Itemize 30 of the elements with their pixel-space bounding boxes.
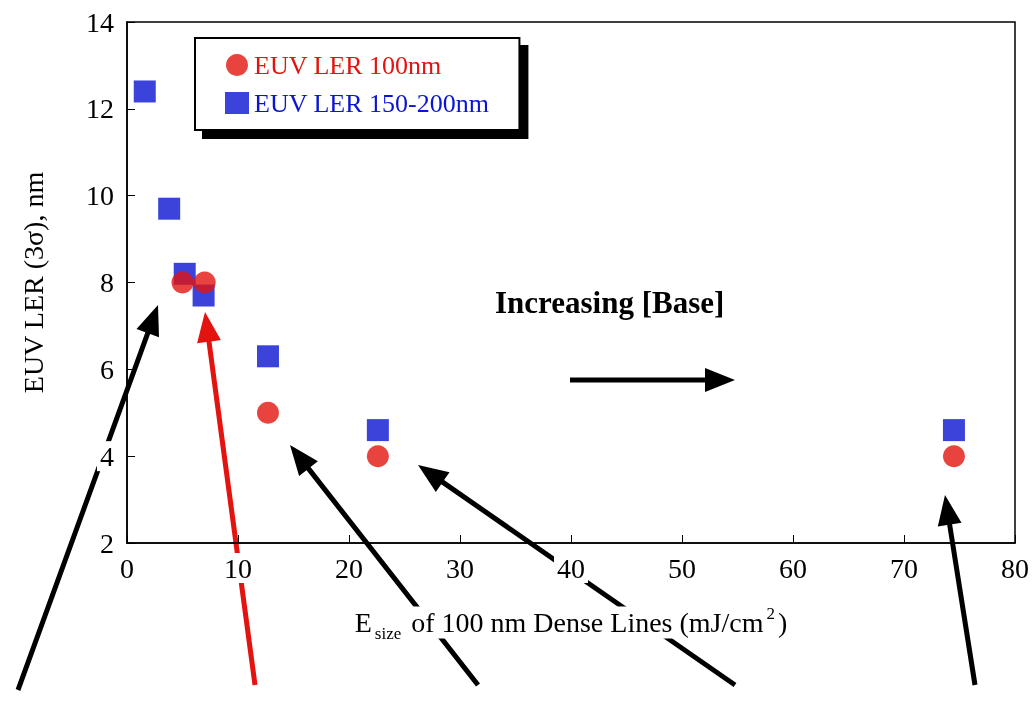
annotation: Increasing [Base] [495, 285, 725, 320]
legend-label: EUV LER 150-200nm [254, 88, 489, 118]
point [256, 401, 279, 424]
y-tick-label: 10 [86, 180, 114, 212]
point [942, 445, 965, 468]
x-tick-label: 80 [1001, 552, 1029, 584]
y-axis-title: EUV LER (3σ), nm [17, 171, 49, 394]
x-tick-label: 10 [224, 552, 252, 584]
x-tick-label: 50 [668, 552, 696, 584]
x-tick-label: 70 [890, 552, 918, 584]
point [256, 345, 279, 368]
point [158, 197, 181, 220]
point [133, 80, 156, 103]
x-tick-label: 20 [335, 552, 363, 584]
point [193, 271, 216, 294]
point [942, 419, 965, 442]
x-tick-label: 0 [120, 552, 134, 584]
x-tick-label: 60 [779, 552, 807, 584]
x-tick-label: 40 [557, 552, 585, 584]
point [171, 271, 194, 294]
point [366, 419, 389, 442]
y-tick-label: 2 [100, 527, 114, 559]
y-tick-label: 14 [86, 6, 114, 38]
point [366, 445, 389, 468]
y-tick-label: 8 [100, 267, 114, 298]
y-tick-label: 4 [100, 440, 114, 472]
x-tick-label: 30 [446, 552, 474, 584]
y-tick-label: 12 [86, 93, 114, 125]
legend-label: EUV LER 100nm [254, 50, 442, 80]
y-tick-label: 6 [100, 353, 114, 385]
